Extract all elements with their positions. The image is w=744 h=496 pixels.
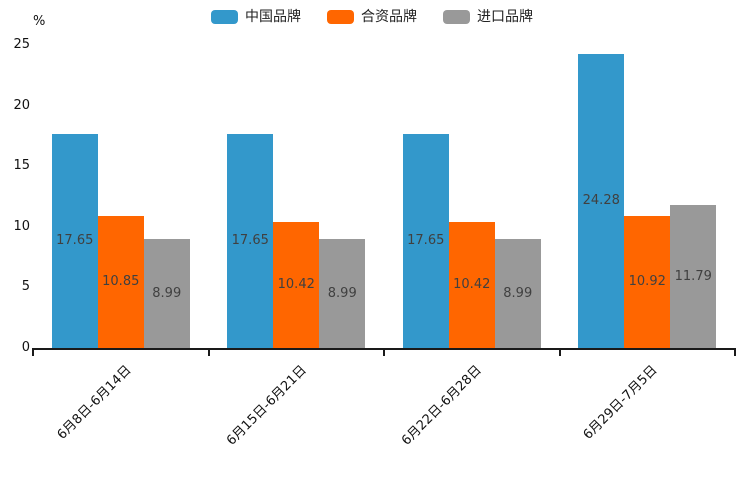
bar-series-1-category-3 [624,215,671,348]
x-tick-mark [734,348,736,356]
bar-value-label: 17.65 [407,233,445,249]
y-tick-label: 10 [13,218,30,234]
bar-series-2-category-0 [143,239,190,348]
x-category-label: 6月8日-6月14日 [54,362,135,443]
x-category-label: 6月15日-6月21日 [223,362,310,449]
y-axis-unit-label: % [33,14,46,29]
legend-item-series-2: 进口品牌 [443,9,533,25]
bar-value-label: 10.42 [453,276,491,292]
bar-series-2-category-1 [319,239,366,348]
bar-series-2-category-2 [494,239,541,348]
bar-series-1-category-2 [448,221,495,348]
bar-value-label: 11.79 [674,268,712,284]
bar-value-label: 10.85 [102,274,140,290]
legend-swatch-icon [211,10,238,24]
x-tick-mark [207,348,210,356]
x-tick-mark [558,348,561,356]
y-tick-label: 0 [21,340,30,355]
bar-series-1-category-1 [273,221,320,348]
bar-value-label: 8.99 [503,285,533,301]
bar-series-0-category-2 [402,134,449,348]
legend-swatch-icon [327,10,354,24]
legend-label: 进口品牌 [477,9,533,25]
bar-value-label: 8.99 [327,285,357,301]
y-tick-label: 5 [21,279,30,295]
legend-swatch-icon [443,10,470,24]
x-category-label: 6月22日-6月28日 [399,362,486,449]
bar-value-label: 8.99 [152,285,182,301]
x-tick-mark [383,348,385,356]
legend-label: 中国品牌 [245,9,301,25]
bar-value-label: 17.65 [56,233,94,249]
bar-value-label: 10.92 [628,273,666,289]
bar-value-label: 24.28 [582,192,620,208]
bar-value-label: 17.65 [231,233,269,249]
legend-item-series-1: 合资品牌 [327,9,417,25]
legend-label: 合资品牌 [361,9,417,25]
bar-series-1-category-0 [97,216,144,348]
y-tick-label: 15 [13,158,30,174]
bar-series-0-category-1 [227,134,274,348]
legend: 中国品牌 合资品牌 进口品牌 [0,9,744,25]
y-tick-label: 25 [13,37,30,52]
bar-series-0-category-0 [51,134,98,348]
y-tick-label: 20 [13,97,30,113]
bar-series-0-category-3 [578,53,625,348]
x-tick-mark [32,348,34,356]
bar-series-2-category-3 [670,205,717,348]
bar-value-label: 10.42 [277,276,315,292]
legend-item-series-0: 中国品牌 [211,9,301,25]
x-category-label: 6月29日-7月5日 [580,362,661,443]
